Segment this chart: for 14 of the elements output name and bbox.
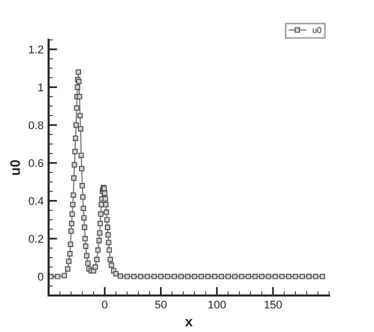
y-tick-label: 0.6 bbox=[28, 159, 44, 168]
y-tick-label: 1.2 bbox=[29, 46, 44, 54]
y-tick-label: 0.4 bbox=[28, 197, 44, 205]
y-tick-label: 1 bbox=[38, 84, 44, 92]
x-axis-title: x bbox=[185, 318, 193, 326]
x-tick-label: 0 bbox=[102, 300, 108, 309]
y-tick-label: 0.8 bbox=[28, 121, 44, 130]
y-axis-title: u0 bbox=[10, 160, 20, 175]
y-tick-label: 0 bbox=[38, 272, 44, 281]
x-tick-label: 100 bbox=[208, 300, 226, 309]
y-tick-label: 0.2 bbox=[28, 234, 44, 243]
x-tick-label: 150 bbox=[264, 300, 282, 309]
x-tick-label: 50 bbox=[155, 300, 167, 309]
legend-label: u0 bbox=[312, 27, 322, 34]
